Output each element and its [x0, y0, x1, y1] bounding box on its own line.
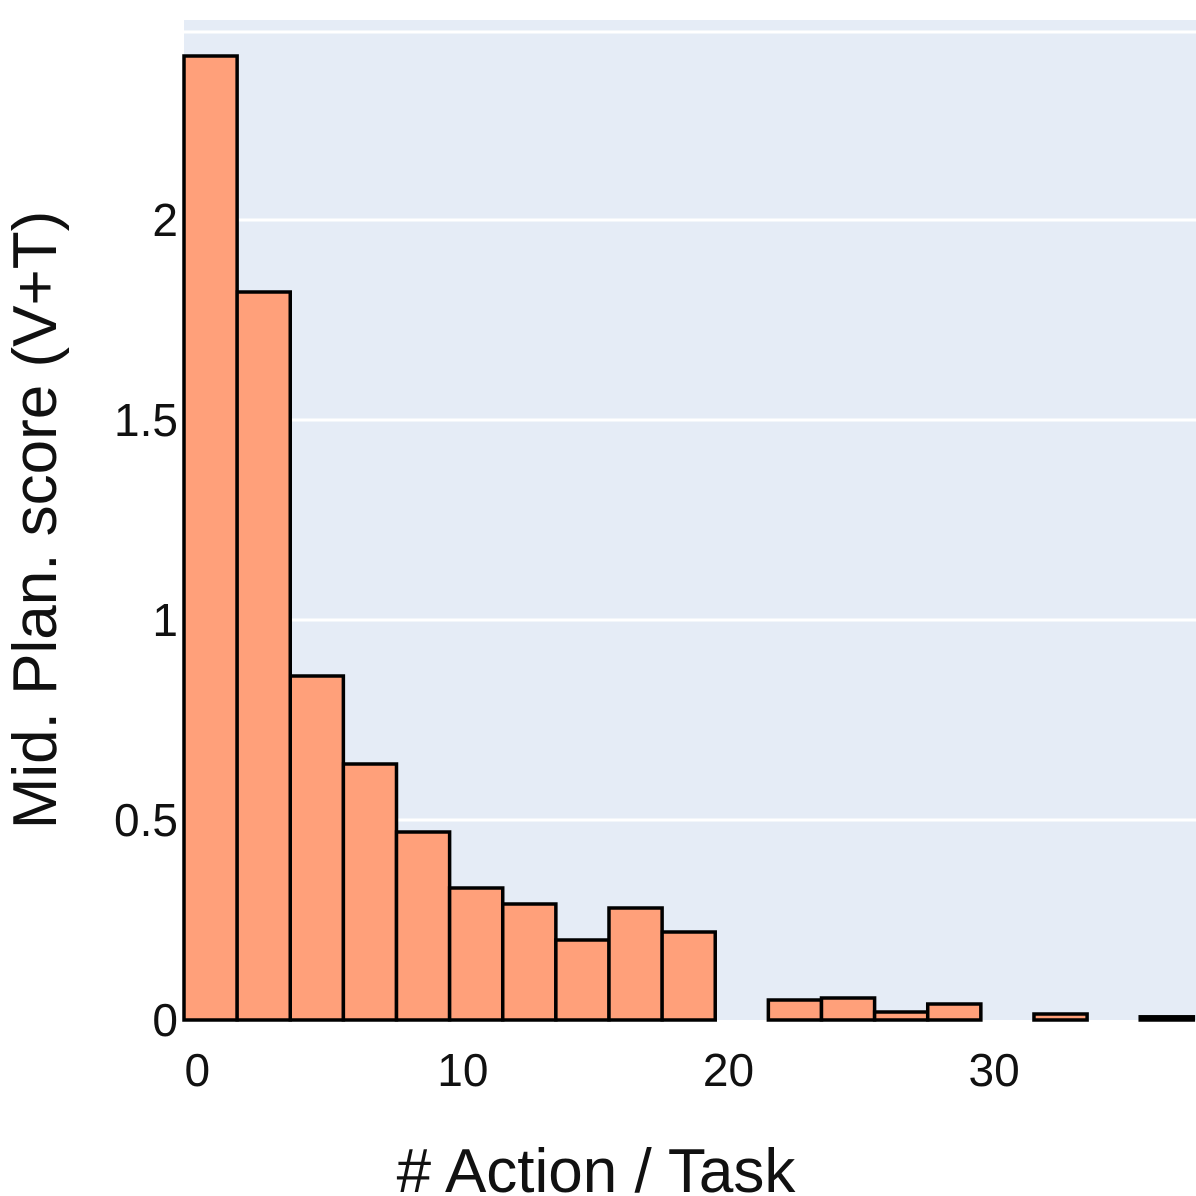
bar — [607, 906, 664, 1022]
y-tick-label: 2 — [152, 194, 178, 246]
x-tick-label: 30 — [969, 1044, 1020, 1096]
bar — [766, 998, 824, 1022]
bar — [1138, 1015, 1196, 1022]
y-tick-labels: 0 0.5 1 1.5 2 — [114, 194, 178, 1046]
bar — [182, 54, 239, 1022]
bar — [1032, 1012, 1089, 1022]
y-tick-label: 0 — [152, 994, 178, 1046]
y-tick-label: 0.5 — [114, 794, 178, 846]
x-tick-label: 10 — [437, 1044, 488, 1096]
bar — [447, 886, 505, 1022]
bar — [341, 762, 399, 1022]
bar — [554, 938, 611, 1022]
bar — [660, 930, 717, 1022]
y-tick-label: 1 — [152, 594, 178, 646]
bar — [500, 902, 558, 1022]
bars — [182, 54, 1196, 1022]
y-tick-label: 1.5 — [114, 394, 178, 446]
bar — [872, 1010, 930, 1022]
x-tick-labels: 0 10 20 30 — [184, 1044, 1019, 1096]
bar — [819, 996, 877, 1022]
x-tick-label: 0 — [184, 1044, 210, 1096]
y-axis-title: Mid. Plan. score (V+T) — [1, 211, 70, 829]
x-tick-label: 20 — [703, 1044, 754, 1096]
x-axis-title: # Action / Task — [397, 1137, 797, 1196]
bar — [925, 1002, 983, 1022]
bar — [235, 290, 292, 1022]
bar — [394, 830, 452, 1022]
bar — [288, 674, 346, 1022]
